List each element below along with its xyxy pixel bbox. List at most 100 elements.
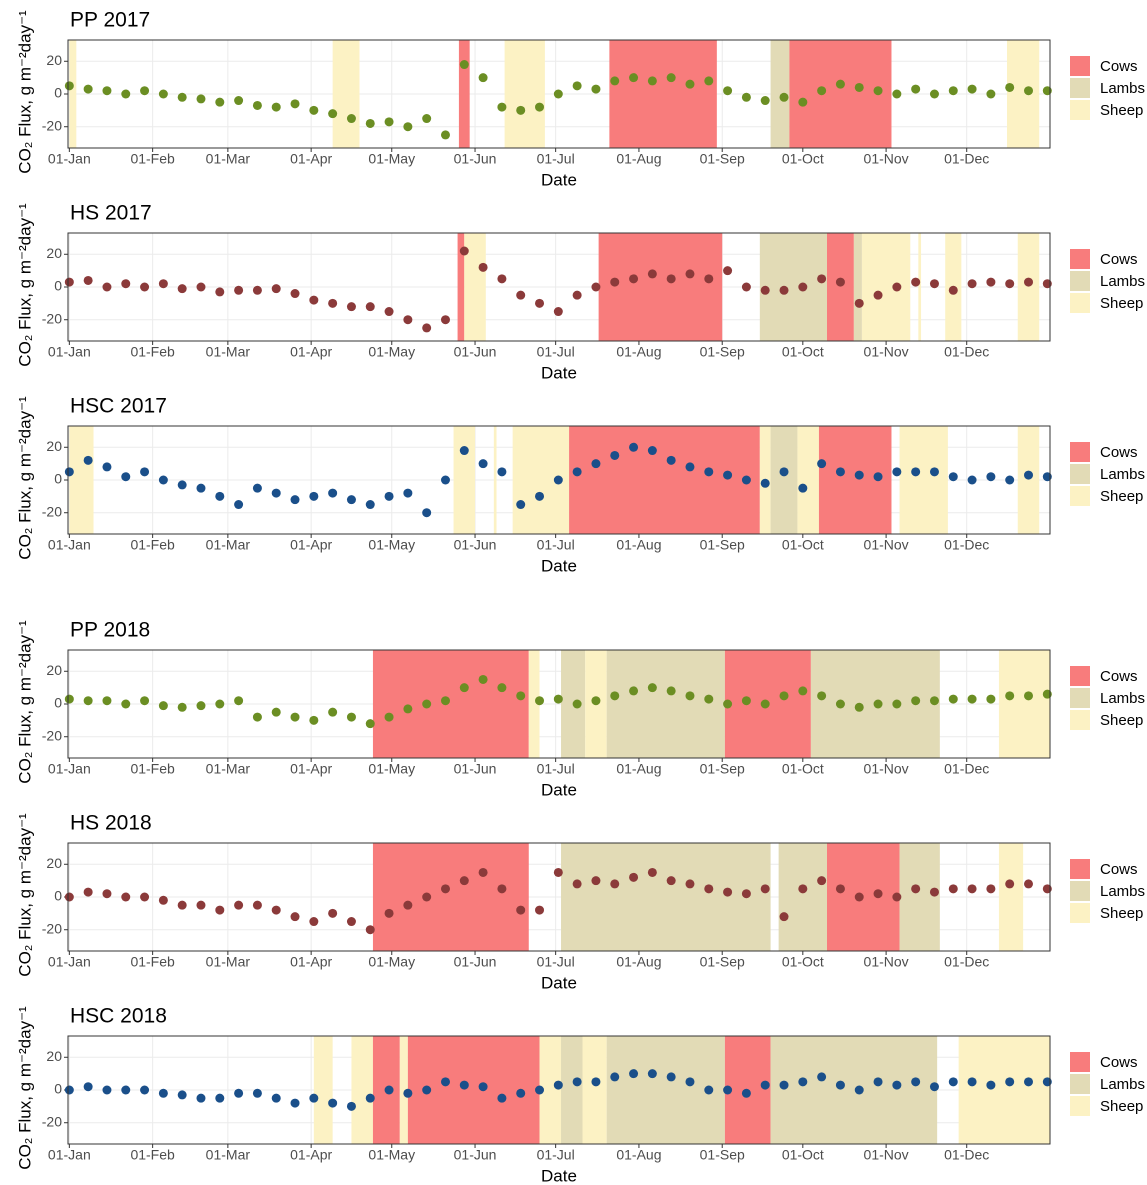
legend-label: Lambs: [1100, 273, 1145, 290]
grazing-span: [458, 40, 470, 148]
x-tick-label: 01-May: [368, 954, 415, 970]
panel-title: HS 2018: [70, 812, 152, 835]
grazing-span: [493, 426, 497, 534]
point: [929, 1082, 939, 1092]
panel: HSC 2018 01-Jan 01-Feb 01-Mar 01-Apr 01-May 01…: [15, 1005, 1145, 1185]
point: [553, 694, 563, 704]
x-axis-label: Date: [541, 780, 577, 799]
point: [102, 86, 112, 96]
point: [892, 1080, 902, 1090]
point: [741, 696, 751, 706]
point: [459, 683, 469, 693]
point: [572, 290, 582, 300]
legend-swatch: [1070, 1096, 1090, 1116]
point: [685, 1077, 695, 1087]
point: [121, 89, 131, 99]
point: [64, 81, 74, 91]
plot-border: [67, 1035, 1051, 1145]
point: [704, 467, 714, 477]
x-tick-label: 01-Feb: [130, 954, 175, 970]
point: [196, 483, 206, 493]
x-tick-label: 01-Feb: [130, 344, 175, 360]
point: [64, 694, 74, 704]
point: [422, 892, 432, 902]
x-tick-label: 01-Aug: [616, 1147, 661, 1163]
grazing-span: [453, 426, 476, 534]
point: [986, 884, 996, 894]
point: [685, 462, 695, 472]
y-tick-label: 0: [54, 695, 62, 711]
point: [1024, 691, 1034, 701]
point: [234, 696, 244, 706]
x-axis-label: Date: [541, 170, 577, 189]
point: [610, 450, 620, 460]
point: [497, 683, 507, 693]
point: [779, 467, 789, 477]
point: [572, 467, 582, 477]
panel-title: HS 2017: [70, 202, 152, 225]
x-axis-label: Date: [541, 556, 577, 575]
point: [478, 674, 488, 684]
legend-label: Cows: [1100, 444, 1138, 461]
x-tick-label: 01-Oct: [782, 537, 824, 553]
y-tick-label: 0: [54, 471, 62, 487]
x-tick-label: 01-Sep: [700, 1147, 745, 1163]
point: [647, 269, 657, 279]
point: [535, 491, 545, 501]
point: [497, 467, 507, 477]
point: [610, 76, 620, 86]
legend-swatch: [1070, 1052, 1090, 1072]
x-tick-label: 01-Sep: [700, 344, 745, 360]
point: [629, 872, 639, 882]
x-tick-label: 01-Jul: [537, 344, 575, 360]
point: [64, 892, 74, 902]
point: [967, 694, 977, 704]
x-tick-label: 01-Jun: [454, 954, 497, 970]
point: [83, 1082, 93, 1092]
x-tick-label: 01-Nov: [864, 1147, 909, 1163]
x-tick-label: 01-Mar: [206, 537, 251, 553]
y-tick-label: 20: [46, 245, 62, 261]
grazing-span: [827, 233, 854, 341]
x-tick-label: 01-Jun: [454, 1147, 497, 1163]
point: [892, 467, 902, 477]
x-tick-label: 01-Apr: [290, 151, 332, 167]
point: [704, 76, 714, 86]
point: [328, 707, 338, 717]
point: [290, 1098, 300, 1108]
point: [685, 79, 695, 89]
point: [929, 279, 939, 289]
point: [704, 884, 714, 894]
x-tick-label: 01-Sep: [700, 537, 745, 553]
point: [215, 97, 225, 107]
x-tick-label: 01-Apr: [290, 954, 332, 970]
point: [121, 699, 131, 709]
x-tick-label: 01-Aug: [616, 151, 661, 167]
point: [478, 73, 488, 83]
x-tick-label: 01-Jan: [48, 537, 91, 553]
point: [986, 277, 996, 287]
point: [741, 475, 751, 485]
point: [252, 1088, 262, 1098]
point: [158, 89, 168, 99]
x-tick-label: 01-Jul: [537, 761, 575, 777]
grazing-span: [770, 426, 798, 534]
point: [365, 118, 375, 128]
point: [798, 686, 808, 696]
point: [83, 84, 93, 94]
point: [177, 480, 187, 490]
point: [478, 867, 488, 877]
legend-swatch: [1070, 486, 1090, 506]
point: [723, 887, 733, 897]
point: [384, 491, 394, 501]
point: [252, 285, 262, 295]
x-tick-label: 01-Mar: [206, 1147, 251, 1163]
point: [817, 459, 827, 469]
point: [967, 84, 977, 94]
grazing-span: [399, 1036, 408, 1144]
point: [760, 884, 770, 894]
point: [647, 76, 657, 86]
point: [252, 900, 262, 910]
point: [835, 467, 845, 477]
point: [892, 89, 902, 99]
